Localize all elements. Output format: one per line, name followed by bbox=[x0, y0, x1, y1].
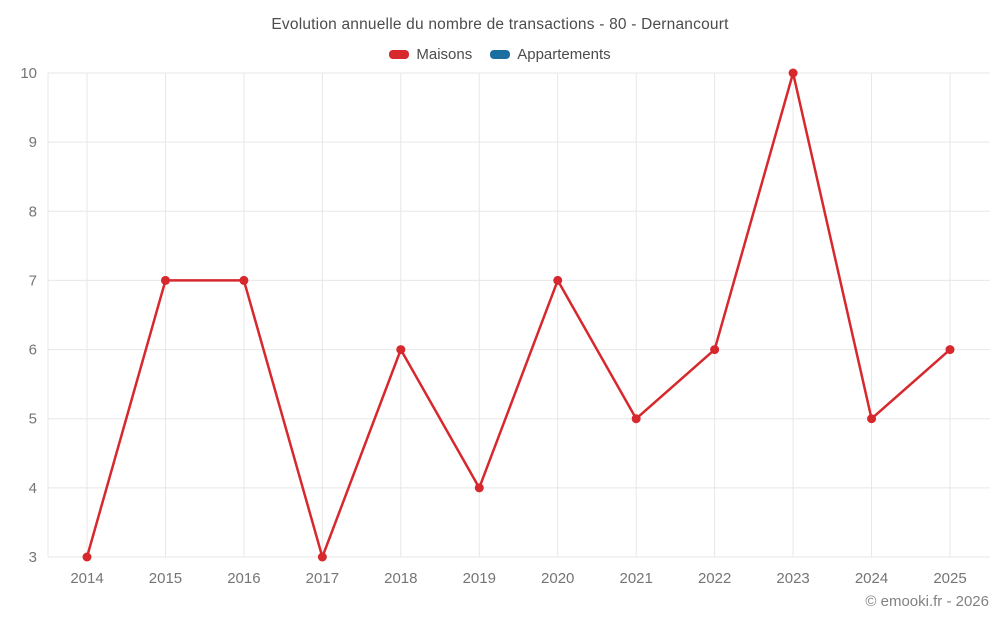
data-point-maisons[interactable] bbox=[474, 483, 484, 493]
data-point-maisons[interactable] bbox=[867, 414, 877, 424]
copyright-credit: © emooki.fr - 2026 bbox=[865, 593, 989, 610]
data-point-maisons[interactable] bbox=[239, 275, 249, 285]
data-point-maisons[interactable] bbox=[945, 345, 955, 355]
data-point-maisons[interactable] bbox=[710, 345, 720, 355]
x-tick-label: 2016 bbox=[227, 570, 260, 587]
x-tick-label: 2021 bbox=[619, 570, 652, 587]
data-point-maisons[interactable] bbox=[631, 414, 641, 424]
x-tick-label: 2025 bbox=[933, 570, 966, 587]
x-tick-label: 2020 bbox=[541, 570, 574, 587]
y-tick-label: 9 bbox=[29, 134, 37, 151]
legend-swatch-icon bbox=[389, 50, 410, 59]
x-tick-label: 2014 bbox=[70, 570, 103, 587]
chart-title: Evolution annuelle du nombre de transact… bbox=[271, 16, 729, 33]
x-tick-label: 2023 bbox=[776, 570, 809, 587]
data-point-maisons[interactable] bbox=[553, 275, 563, 285]
y-tick-label: 6 bbox=[29, 342, 37, 359]
data-point-maisons[interactable] bbox=[788, 68, 798, 78]
series-line-maisons bbox=[85, 71, 952, 559]
y-tick-label: 8 bbox=[29, 203, 37, 220]
y-tick-label: 4 bbox=[29, 480, 37, 497]
legend-item-appartements[interactable]: Appartements bbox=[490, 46, 611, 63]
y-tick-label: 7 bbox=[29, 272, 37, 289]
legend: Maisons Appartements bbox=[0, 46, 1000, 63]
x-tick-label: 2015 bbox=[149, 570, 182, 587]
x-tick-label: 2024 bbox=[855, 570, 888, 587]
data-point-maisons[interactable] bbox=[317, 552, 327, 562]
legend-swatch-icon bbox=[490, 50, 511, 59]
x-tick-label: 2019 bbox=[463, 570, 496, 587]
y-tick-label: 10 bbox=[20, 65, 37, 82]
legend-label: Maisons bbox=[416, 46, 473, 63]
x-tick-label: 2018 bbox=[384, 570, 417, 587]
y-tick-label: 5 bbox=[29, 411, 37, 428]
legend-label: Appartements bbox=[517, 46, 611, 63]
legend-item-maisons[interactable]: Maisons bbox=[389, 46, 472, 63]
x-tick-label: 2017 bbox=[306, 570, 339, 587]
data-point-maisons[interactable] bbox=[396, 345, 406, 355]
data-point-maisons[interactable] bbox=[82, 552, 92, 562]
x-tick-label: 2022 bbox=[698, 570, 731, 587]
data-point-maisons[interactable] bbox=[160, 275, 170, 285]
y-tick-label: 3 bbox=[29, 549, 37, 566]
